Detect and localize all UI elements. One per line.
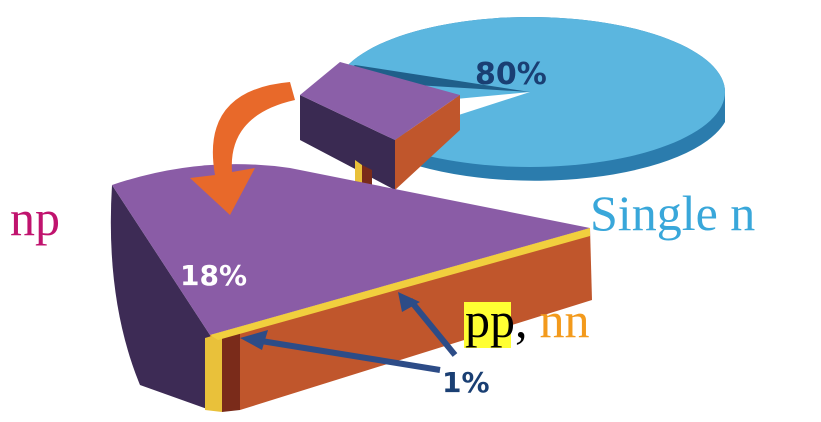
nn-label: nn bbox=[540, 292, 590, 348]
np-label: np bbox=[10, 190, 60, 246]
arrow-head bbox=[240, 330, 268, 350]
top-share: 80% bbox=[475, 57, 547, 92]
highlight bbox=[464, 302, 511, 348]
small-share: 1% bbox=[442, 366, 490, 399]
single-n-label: Single n bbox=[590, 185, 755, 241]
separator: , bbox=[515, 292, 528, 348]
bottom-share: 18% bbox=[180, 259, 247, 292]
top-slice bbox=[300, 62, 460, 194]
move-arrow bbox=[190, 82, 295, 215]
arrow-head bbox=[398, 292, 420, 312]
pp-label: pp bbox=[465, 292, 515, 348]
pointer-arrows bbox=[254, 298, 458, 373]
pp-nn-label: pp, nn bbox=[465, 292, 590, 348]
